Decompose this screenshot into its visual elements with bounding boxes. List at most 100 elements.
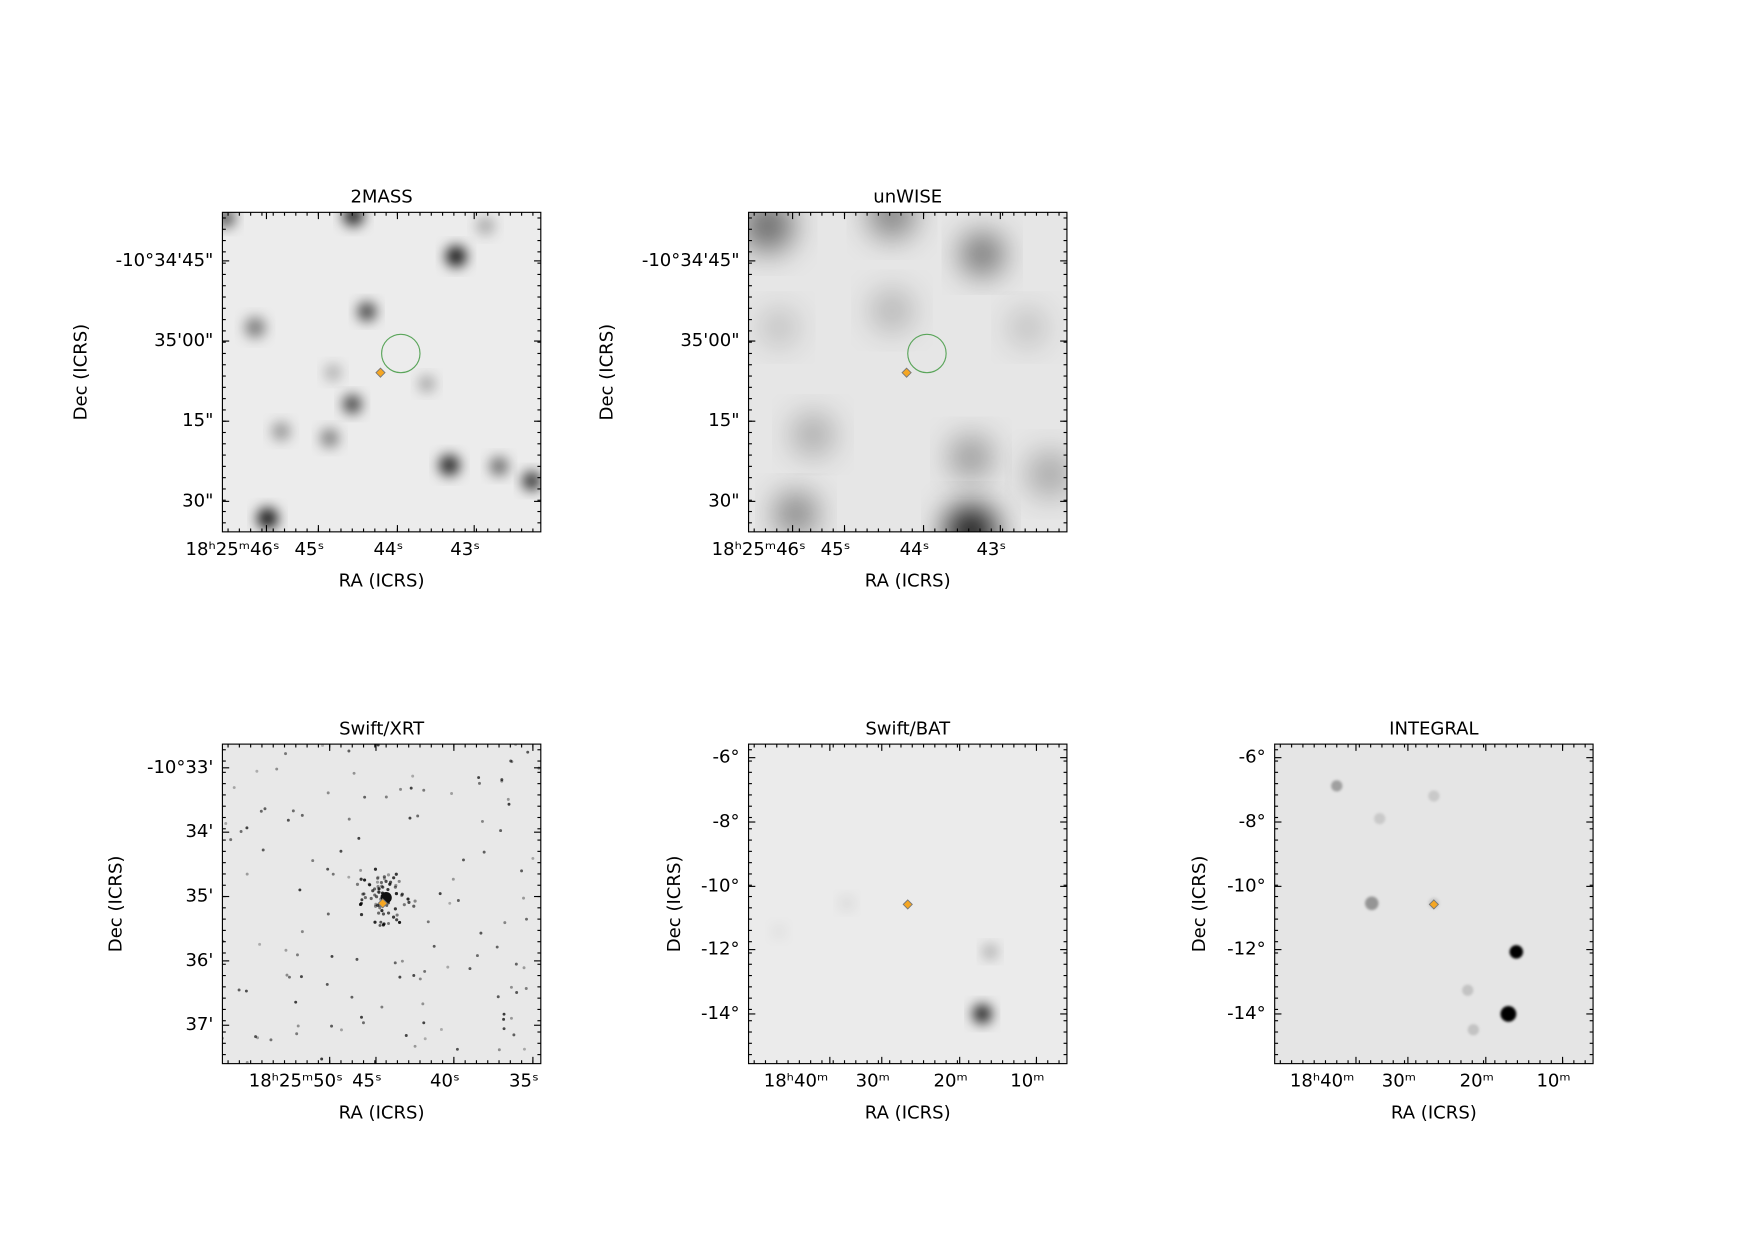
source (983, 945, 997, 959)
y-tick-label: 15" (182, 410, 213, 431)
photon (502, 1012, 506, 1016)
photon (522, 966, 526, 970)
photon (376, 885, 380, 889)
photon (411, 774, 415, 778)
photon (397, 920, 402, 925)
source (1509, 945, 1524, 959)
photon (376, 876, 380, 880)
photon (377, 887, 381, 891)
photon (245, 872, 249, 876)
target-marker (377, 898, 388, 909)
photon (381, 923, 385, 927)
y-axis-label: Dec (ICRS) (664, 856, 685, 953)
x-tick-label: 10ᵐ (1010, 1071, 1044, 1092)
photon (426, 920, 430, 924)
y-axis-label: Dec (ICRS) (596, 324, 617, 421)
photon (330, 1024, 334, 1028)
x-axis-label: RA (ICRS) (339, 571, 425, 592)
photon (232, 786, 236, 790)
photon (291, 809, 295, 813)
photon (376, 903, 380, 907)
photon (446, 965, 450, 969)
photon (295, 1032, 299, 1036)
target-marker (901, 367, 912, 378)
y-tick-label: 34' (185, 821, 213, 842)
x-tick-label: 18ʰ25ᵐ46ˢ (712, 539, 806, 560)
y-tick-label: -12° (701, 939, 739, 960)
photon (285, 973, 289, 977)
photon (380, 1005, 384, 1009)
photon (509, 1016, 513, 1020)
x-tick-label: 43ˢ (976, 539, 1006, 560)
source (343, 395, 362, 414)
photon (361, 892, 365, 896)
photon (373, 887, 377, 891)
photon (531, 856, 535, 860)
photon (339, 849, 343, 853)
y-tick-label: -12° (1227, 939, 1266, 960)
source (245, 317, 266, 338)
panel-title: Swift/BAT (865, 718, 951, 739)
photon (378, 906, 382, 910)
photon (448, 901, 452, 905)
source (1374, 812, 1386, 825)
source (272, 422, 291, 441)
photon (395, 918, 399, 922)
y-tick-label: -10° (1227, 875, 1266, 896)
photon (502, 1017, 506, 1021)
region (381, 333, 421, 374)
photon (506, 797, 510, 801)
source (1331, 780, 1343, 792)
photon (496, 995, 500, 999)
photon (259, 809, 263, 813)
photon (439, 1027, 443, 1031)
panel-title: unWISE (873, 187, 942, 208)
photon (455, 1047, 459, 1051)
x-tick-label: 30ᵐ (856, 1071, 890, 1092)
photon (355, 882, 360, 886)
photon (362, 878, 367, 882)
x-tick-label: 18ʰ40ᵐ (764, 1071, 828, 1092)
photon (379, 880, 384, 885)
photon (406, 897, 410, 901)
source (869, 212, 915, 238)
x-tick-label: 43ˢ (450, 539, 480, 560)
source (1500, 1006, 1517, 1022)
photon (525, 917, 528, 921)
photon (400, 892, 404, 896)
photon (509, 985, 513, 989)
photon (300, 813, 304, 817)
photon (254, 1035, 258, 1039)
x-tick-label: 45ˢ (295, 539, 325, 560)
photon (373, 920, 377, 924)
photon (373, 867, 378, 871)
source (1467, 1024, 1480, 1036)
photon (375, 880, 380, 884)
photon (347, 875, 351, 879)
x-axis-label: RA (ICRS) (865, 571, 951, 592)
photon (258, 942, 262, 946)
photon (475, 954, 479, 958)
x-axis-label: RA (ICRS) (339, 1102, 425, 1123)
photon (362, 892, 366, 896)
y-axis-label: Dec (ICRS) (105, 856, 126, 953)
photon (423, 969, 427, 973)
photon (412, 904, 416, 908)
photon (367, 882, 371, 886)
x-axis-label: RA (ICRS) (865, 1102, 951, 1123)
photon (358, 902, 363, 907)
source (946, 505, 996, 532)
photon (451, 877, 455, 881)
x-tick-label: 20ᵐ (1460, 1071, 1494, 1092)
photon (450, 792, 454, 795)
y-axis-label: Dec (ICRS) (70, 324, 91, 421)
source (973, 1004, 992, 1023)
photon (229, 838, 233, 842)
photon (326, 791, 330, 795)
photon (311, 859, 315, 863)
photon (294, 1000, 298, 1004)
y-tick-label: -10° (701, 875, 739, 896)
photon (359, 877, 363, 881)
source (325, 364, 341, 381)
photon (393, 907, 397, 911)
